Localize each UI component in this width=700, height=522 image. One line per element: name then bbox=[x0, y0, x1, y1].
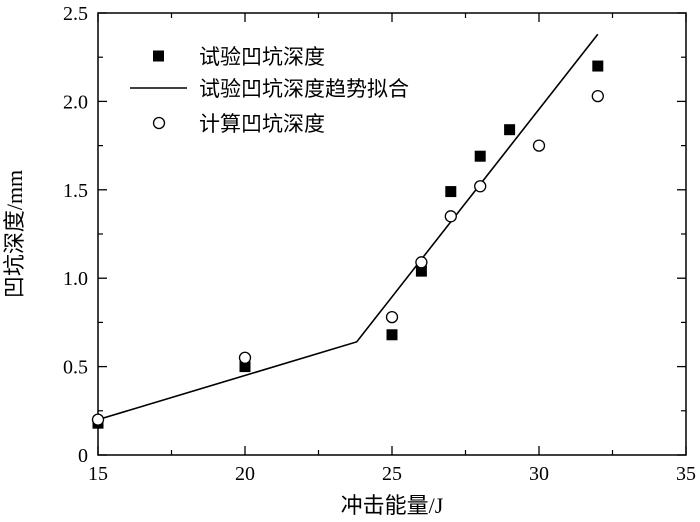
calculated-point bbox=[444, 210, 457, 223]
y-tick-label: 1.0 bbox=[63, 268, 88, 290]
fit-line-group bbox=[97, 33, 599, 421]
axis-ticks bbox=[97, 12, 687, 456]
experimental-point bbox=[474, 150, 486, 162]
experimental-point bbox=[386, 329, 398, 341]
y-tick-label: 2.5 bbox=[63, 3, 88, 25]
x-tick-label: 20 bbox=[235, 463, 255, 485]
y-axis-title: 凹坑深度/mm bbox=[2, 170, 27, 298]
y-tick-label: 0 bbox=[78, 445, 88, 467]
experimental-point bbox=[445, 186, 457, 198]
y-tick-label: 1.5 bbox=[63, 180, 88, 202]
y-tick-label: 2.0 bbox=[63, 91, 88, 113]
experimental-point bbox=[239, 361, 251, 373]
legend-label: 试验凹坑深度趋势拟合 bbox=[199, 77, 409, 101]
legend-label: 计算凹坑深度 bbox=[199, 112, 325, 136]
experimental-point bbox=[592, 60, 604, 72]
legend-label: 试验凹坑深度 bbox=[199, 45, 325, 69]
x-tick-label: 15 bbox=[88, 463, 108, 485]
x-tick-label: 30 bbox=[529, 463, 549, 485]
y-tick-label: 0.5 bbox=[63, 357, 88, 379]
x-tick-label: 25 bbox=[382, 463, 402, 485]
x-axis-title: 冲击能量/J bbox=[341, 493, 444, 518]
data-markers bbox=[91, 60, 604, 429]
legend-circle-marker bbox=[152, 116, 166, 130]
experimental-point bbox=[504, 124, 516, 136]
calculated-point bbox=[238, 351, 252, 364]
x-tick-label: 35 bbox=[676, 463, 696, 485]
x-tick-labels: 15 20 25 30 35 bbox=[88, 463, 696, 485]
calculated-point bbox=[415, 256, 428, 269]
legend-square-marker bbox=[153, 50, 164, 62]
calculated-point bbox=[385, 310, 399, 324]
calculated-point bbox=[474, 180, 487, 193]
calculated-point bbox=[591, 89, 604, 103]
calculated-point bbox=[91, 413, 105, 426]
fit-line bbox=[97, 33, 599, 421]
calculated-point bbox=[532, 139, 546, 152]
y-tick-labels: 0 0.5 1.0 1.5 2.0 2.5 bbox=[63, 3, 88, 467]
experimental-point bbox=[415, 265, 427, 277]
